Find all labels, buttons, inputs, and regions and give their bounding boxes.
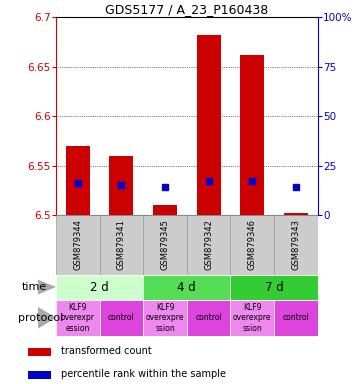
Bar — [187, 215, 230, 275]
Bar — [143, 275, 230, 300]
Text: GSM879345: GSM879345 — [161, 219, 170, 270]
Text: GSM879343: GSM879343 — [291, 219, 300, 270]
Bar — [274, 215, 318, 275]
Polygon shape — [38, 280, 56, 295]
Bar — [197, 35, 221, 215]
Bar — [230, 275, 318, 300]
Bar — [100, 300, 143, 336]
Bar — [153, 205, 177, 215]
Bar — [284, 213, 308, 215]
Text: 4 d: 4 d — [178, 281, 196, 293]
Bar — [274, 300, 318, 336]
Text: time: time — [22, 282, 47, 292]
Text: control: control — [283, 313, 309, 322]
Polygon shape — [38, 307, 56, 329]
Bar — [56, 215, 100, 275]
Text: control: control — [195, 313, 222, 322]
Bar — [56, 275, 143, 300]
Text: KLF9
overexpre
ssion: KLF9 overexpre ssion — [233, 303, 271, 333]
Text: GSM879346: GSM879346 — [248, 219, 257, 270]
Bar — [109, 156, 133, 215]
Text: GSM879342: GSM879342 — [204, 219, 213, 270]
Bar — [28, 371, 51, 379]
Bar — [66, 146, 90, 215]
Bar — [187, 300, 230, 336]
Text: transformed count: transformed count — [61, 346, 152, 356]
Text: percentile rank within the sample: percentile rank within the sample — [61, 369, 226, 379]
Bar — [100, 215, 143, 275]
Bar — [230, 215, 274, 275]
Text: GSM879341: GSM879341 — [117, 219, 126, 270]
Bar — [143, 215, 187, 275]
Text: GSM879344: GSM879344 — [73, 219, 82, 270]
Bar — [28, 348, 51, 356]
Bar — [230, 300, 274, 336]
Text: KLF9
overexpre
ssion: KLF9 overexpre ssion — [146, 303, 184, 333]
Bar — [143, 300, 187, 336]
Title: GDS5177 / A_23_P160438: GDS5177 / A_23_P160438 — [105, 3, 269, 16]
Bar — [240, 55, 264, 215]
Text: 7 d: 7 d — [265, 281, 283, 293]
Text: 2 d: 2 d — [90, 281, 109, 293]
Text: KLF9
overexpr
ession: KLF9 overexpr ession — [61, 303, 95, 333]
Text: control: control — [108, 313, 135, 322]
Text: protocol: protocol — [18, 313, 63, 323]
Bar — [56, 300, 100, 336]
